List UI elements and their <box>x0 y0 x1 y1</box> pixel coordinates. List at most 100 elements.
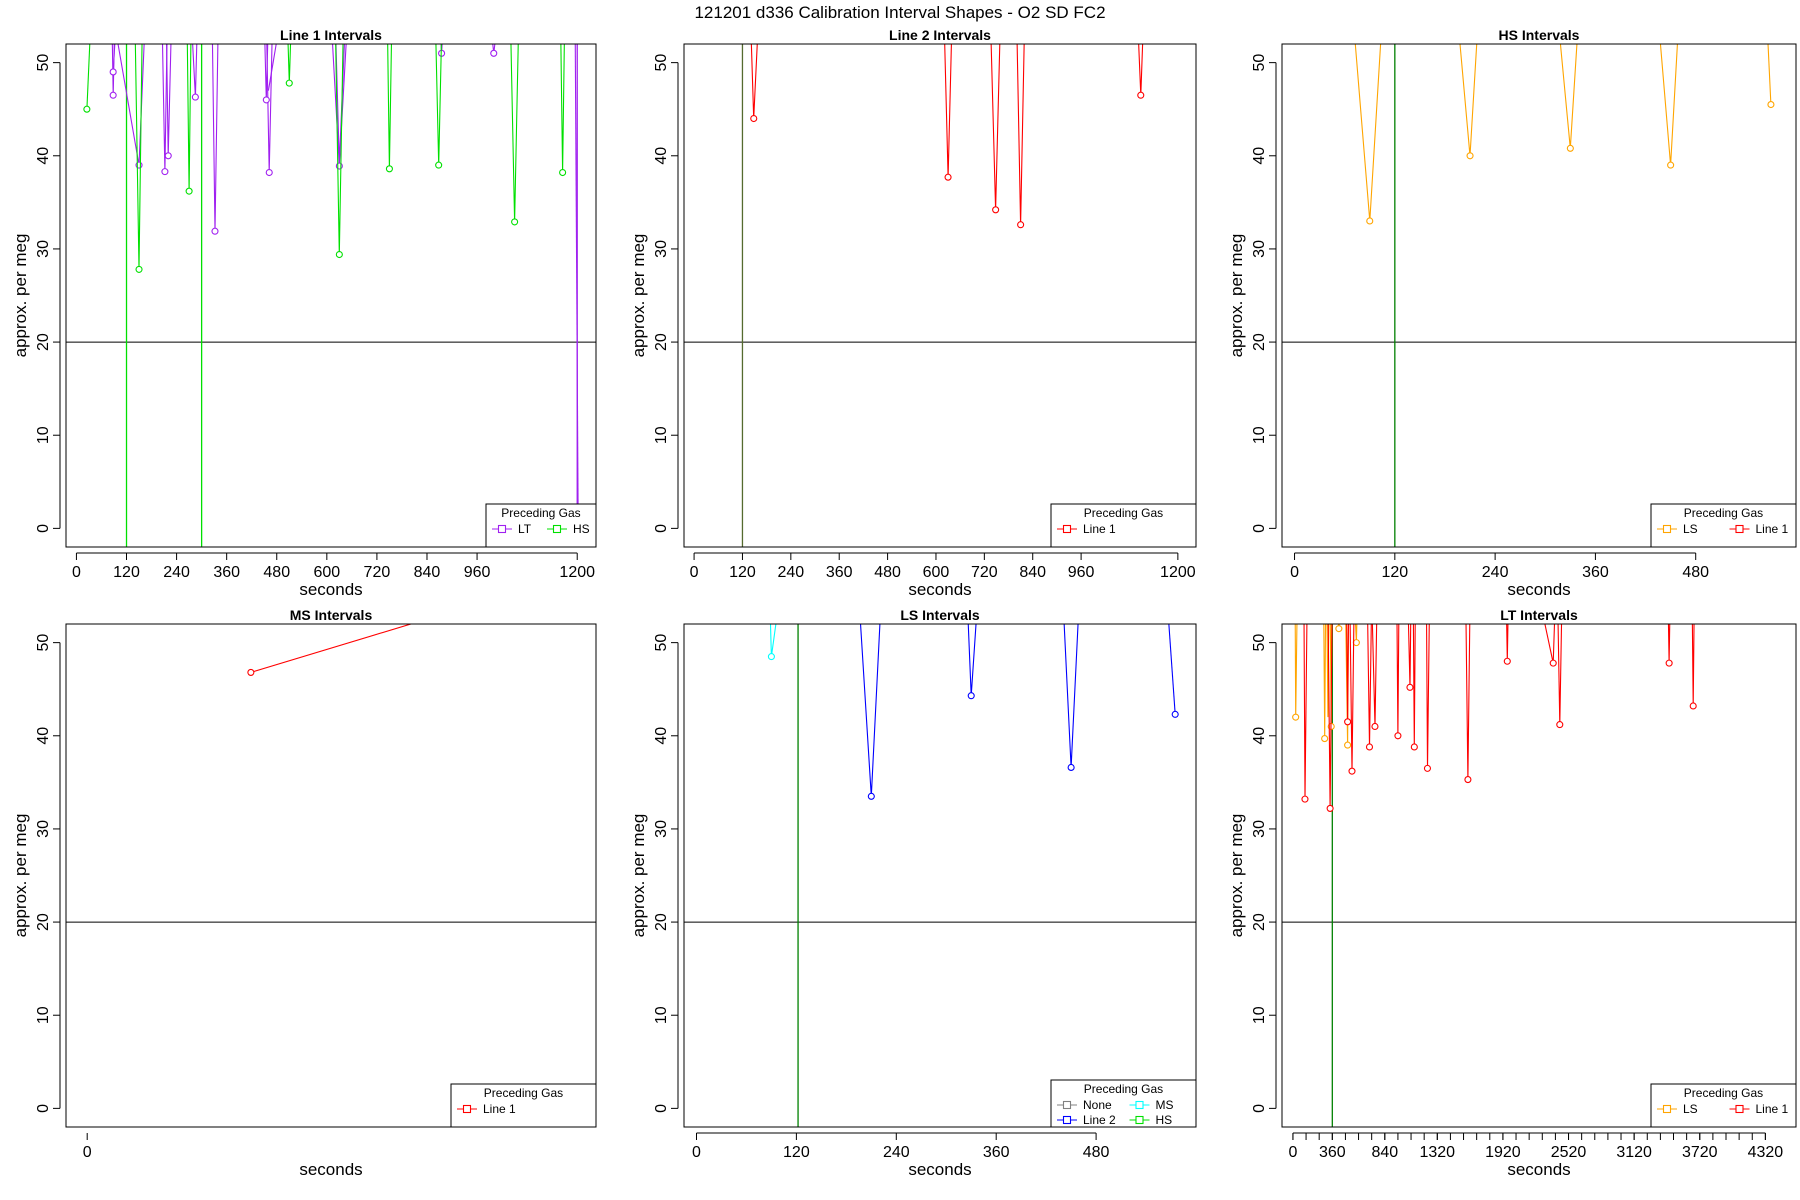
series-line <box>192 44 198 98</box>
x-tick-label: 3120 <box>1616 1144 1652 1161</box>
data-point <box>1352 639 1360 647</box>
legend-label: HS <box>1156 1113 1173 1127</box>
data-point <box>511 218 519 226</box>
series-line <box>1691 624 1695 707</box>
data-point <box>385 165 393 173</box>
x-axis-label: seconds <box>299 1160 362 1179</box>
x-tick-label: 3720 <box>1682 1144 1718 1161</box>
y-tick-label: 20 <box>35 913 52 931</box>
data-point <box>1667 161 1675 169</box>
data-point <box>1394 732 1402 740</box>
series-line <box>1303 624 1308 800</box>
series-line <box>166 44 172 156</box>
x-tick-label: 0 <box>72 564 81 581</box>
legend-entry-line-2: Line 2 <box>1057 1113 1116 1127</box>
data-point <box>1466 152 1474 160</box>
series-line <box>1407 624 1412 688</box>
legend-swatch-marker <box>1135 1115 1144 1125</box>
series-line <box>1767 44 1772 105</box>
data-point <box>867 792 875 800</box>
plot-frame <box>65 623 597 1128</box>
data-point <box>559 168 567 177</box>
data-point <box>750 114 758 123</box>
x-axis: 0 120 240 360 480 600 720 840 960 1200 seconds <box>690 552 1196 599</box>
data-point <box>1017 221 1025 229</box>
panel-line-2-intervals: Line 2 Intervals 0 120 240 360 480 600 720 840 96… <box>629 27 1197 599</box>
x-tick-label: 1320 <box>1419 1144 1455 1161</box>
data-point <box>1326 804 1334 812</box>
legend-box <box>1650 1083 1797 1128</box>
y-tick-label: 0 <box>1251 524 1268 533</box>
y-tick-label: 40 <box>1251 727 1268 745</box>
y-tick-label: 20 <box>1251 333 1268 351</box>
data-point <box>335 250 343 259</box>
legend-swatch-marker <box>462 1104 472 1114</box>
x-tick-label: 360 <box>1582 564 1609 581</box>
x-tick-label: 0 <box>1290 564 1299 581</box>
data-point <box>1348 767 1356 775</box>
series-line <box>510 44 519 222</box>
legend-swatch-marker <box>1662 524 1672 534</box>
legend: Preceding Gas Line 1 <box>1050 503 1197 548</box>
y-tick-label: 50 <box>653 54 670 72</box>
y-tick-label: 40 <box>35 147 52 165</box>
series-line <box>1354 44 1382 222</box>
y-tick-label: 20 <box>35 333 52 351</box>
series-line <box>1295 624 1297 625</box>
panel-title: HS Intervals <box>1499 27 1580 43</box>
series-line <box>1063 624 1079 768</box>
data-point <box>185 187 193 195</box>
data-point <box>1171 710 1179 718</box>
legend-box <box>1050 503 1197 548</box>
x-tick-label: 720 <box>971 564 998 581</box>
data-point <box>1365 743 1374 751</box>
series-line <box>250 624 413 673</box>
legend-title: Preceding Gas <box>1684 1086 1763 1100</box>
data-point <box>83 105 91 113</box>
y-axis: 0 10 20 30 40 50 approx. per meg <box>1227 54 1277 533</box>
legend-label: Line 1 <box>483 1102 516 1116</box>
y-tick-label: 40 <box>35 727 52 745</box>
panel-ms-intervals: MS Intervals 0 seconds 0 10 20 30 40 50 approx. p… <box>11 607 597 1179</box>
series-line <box>492 44 496 54</box>
legend-entry-none: None <box>1057 1098 1112 1112</box>
x-tick-label: 960 <box>464 564 491 581</box>
legend-entry-line-1: Line 1 <box>1729 522 1789 536</box>
plot-area <box>684 44 1196 547</box>
x-axis: 0 120 240 360 480 seconds <box>692 1132 1110 1179</box>
x-tick-label: 1920 <box>1485 1144 1521 1161</box>
series-line <box>1294 624 1298 718</box>
y-tick-label: 40 <box>1251 147 1268 165</box>
data-point <box>191 93 199 101</box>
legend-box <box>450 1083 597 1128</box>
x-axis-label: seconds <box>1507 580 1570 599</box>
chart-panels: Line 1 Intervals 0 120 240 360 480 600 720 840 96… <box>11 27 1797 1179</box>
data-point <box>1689 702 1697 710</box>
y-axis: 0 10 20 30 40 50 approx. per meg <box>629 634 679 1113</box>
plot-area <box>66 44 596 547</box>
x-axis: 0 360 840 1320 1920 2520 3120 3720 4320 seconds <box>1288 1132 1784 1179</box>
y-tick-label: 30 <box>653 820 670 838</box>
panel-title: MS Intervals <box>290 607 373 623</box>
y-tick-label: 10 <box>35 1006 52 1024</box>
y-tick-label: 10 <box>35 426 52 444</box>
data-point <box>164 152 172 160</box>
series-line <box>1396 624 1400 736</box>
y-axis-label: approx. per meg <box>11 814 30 938</box>
series-line <box>1323 624 1327 739</box>
legend-entry-ms: MS <box>1129 1098 1174 1112</box>
y-tick-label: 30 <box>653 240 670 258</box>
data-point <box>1556 721 1564 729</box>
plot-area <box>66 624 596 1127</box>
legend-label: LS <box>1683 522 1698 536</box>
x-tick-label: 4320 <box>1748 1144 1784 1161</box>
data-point <box>1566 144 1574 152</box>
y-tick-label: 10 <box>653 1006 670 1024</box>
panel-line-1-intervals: Line 1 Intervals 0 120 240 360 480 600 720 840 96… <box>11 27 597 599</box>
plot-area <box>1282 624 1796 1127</box>
x-tick-label: 480 <box>874 564 901 581</box>
series-line-1 <box>750 44 1145 229</box>
legend-entry-line-1: Line 1 <box>1057 522 1116 536</box>
data-point <box>109 91 117 99</box>
